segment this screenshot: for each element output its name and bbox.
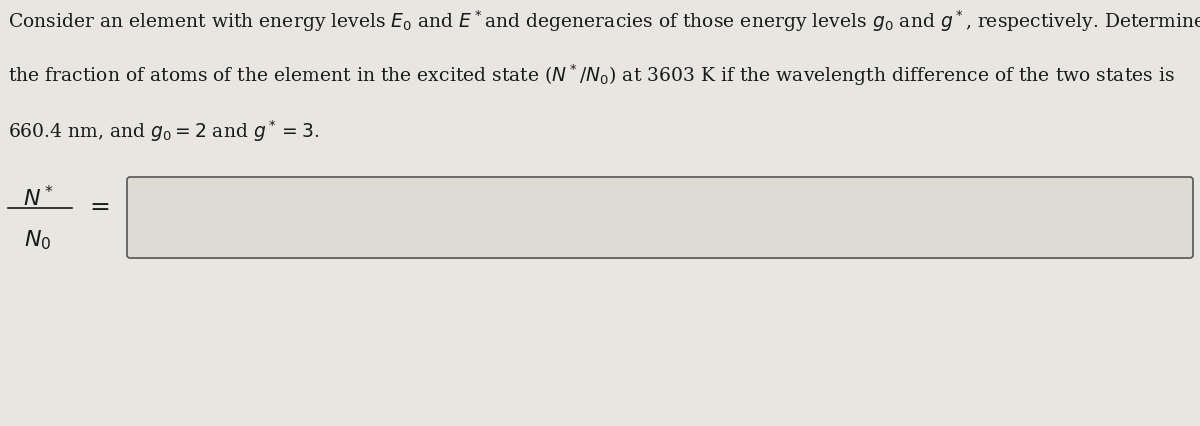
Text: the fraction of atoms of the element in the excited state ($N^*/N_0$) at 3603 K : the fraction of atoms of the element in …: [8, 63, 1175, 89]
Text: Consider an element with energy levels $E_0$ and $E^*$and degeneracies of those : Consider an element with energy levels $…: [8, 8, 1200, 34]
FancyBboxPatch shape: [127, 177, 1193, 258]
Text: $N^*$: $N^*$: [23, 186, 53, 211]
Text: 660.4 nm, and $g_0 = 2$ and $g^* = 3$.: 660.4 nm, and $g_0 = 2$ and $g^* = 3$.: [8, 118, 319, 144]
Text: =: =: [90, 196, 110, 219]
Text: $N_0$: $N_0$: [24, 228, 52, 252]
